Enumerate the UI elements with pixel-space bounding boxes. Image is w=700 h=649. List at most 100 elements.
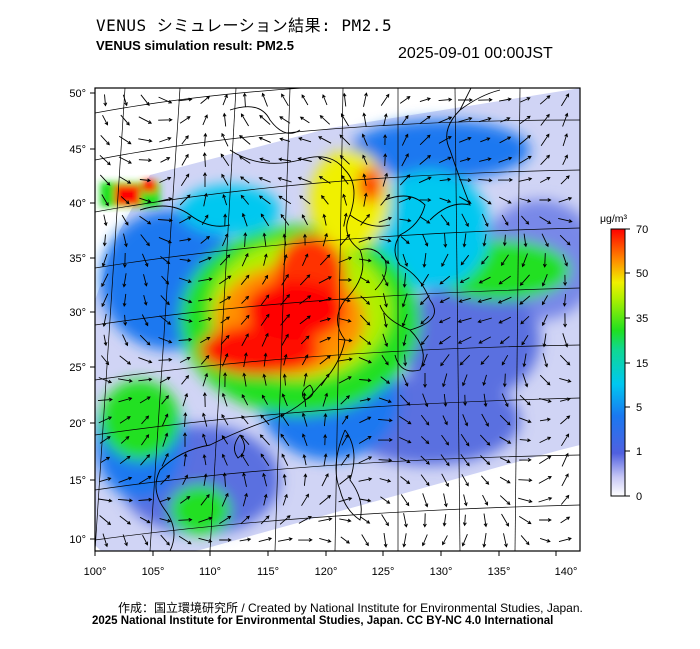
wind-arrow — [338, 376, 352, 384]
wind-arrow — [400, 494, 410, 507]
wind-arrow — [301, 354, 309, 366]
wind-arrow — [240, 434, 250, 445]
wind-arrow — [400, 476, 411, 485]
wind-arrow — [322, 213, 327, 226]
wind-arrow — [139, 516, 151, 524]
wind-arrow — [363, 92, 368, 107]
lon-tick-label: 120° — [315, 566, 338, 578]
wind-arrow — [383, 313, 388, 328]
wind-arrow — [198, 256, 212, 263]
wind-arrow — [99, 515, 112, 526]
wind-arrow — [561, 93, 570, 107]
lat-tick-label: 45° — [69, 144, 86, 156]
wind-arrow — [98, 377, 113, 384]
lat-tick-label: 30° — [69, 307, 86, 319]
wind-arrow — [241, 295, 250, 304]
wind-arrow — [181, 153, 189, 166]
wind-arrow — [299, 315, 311, 325]
wind-arrow — [458, 196, 472, 204]
wind-arrow — [381, 274, 389, 287]
wind-arrow — [482, 374, 487, 387]
wind-arrow — [442, 415, 448, 426]
wind-arrow — [519, 394, 531, 406]
wind-arrow — [200, 95, 211, 104]
wind-arrow — [160, 474, 171, 485]
wind-arrow — [318, 136, 332, 144]
wind-arrow — [280, 293, 290, 306]
latitude-axis: 50° 45° 40° 35° 30° 25° 20° 15° 10° — [69, 88, 95, 546]
wind-arrow — [282, 493, 288, 506]
wind-arrow — [103, 214, 108, 227]
wind-arrow — [240, 515, 250, 525]
wind-arrow — [458, 98, 473, 102]
wind-arrow — [361, 534, 369, 547]
wind-arrow — [518, 478, 533, 483]
wind-arrow — [459, 178, 472, 183]
wind-arrow — [457, 336, 472, 344]
wind-arrow — [159, 518, 172, 523]
wind-arrow — [562, 112, 569, 127]
wind-arrow — [278, 537, 293, 542]
wind-arrow — [521, 335, 529, 346]
wind-arrow — [460, 254, 470, 266]
wind-arrow — [302, 392, 307, 407]
wind-arrow — [478, 276, 491, 284]
wind-arrow — [379, 478, 392, 483]
lat-tick-label: 50° — [69, 88, 86, 100]
wind-arrow — [338, 357, 353, 362]
wind-arrow — [519, 295, 531, 305]
wind-arrow — [340, 395, 350, 405]
wind-arrow — [142, 534, 149, 546]
wind-arrow — [342, 92, 347, 107]
wind-arrow — [422, 513, 427, 528]
wind-arrow — [459, 157, 471, 162]
wind-arrow — [480, 455, 491, 466]
wind-arrow — [520, 315, 530, 325]
wind-arrow — [339, 318, 352, 323]
wind-arrow — [179, 116, 191, 124]
wind-arrow — [118, 397, 133, 403]
wind-arrow — [562, 294, 567, 307]
colorbar-tick-label: 1 — [636, 446, 642, 458]
wind-arrow — [458, 297, 471, 303]
wind-arrow — [340, 536, 350, 544]
wind-arrow — [242, 92, 247, 107]
wind-arrow — [519, 438, 532, 443]
wind-arrow — [477, 297, 492, 304]
wind-arrow — [382, 172, 389, 187]
wind-arrow — [239, 135, 251, 145]
wind-arrow — [419, 115, 431, 125]
wind-arrow — [278, 157, 292, 162]
wind-arrow — [183, 432, 187, 447]
wind-arrow — [519, 274, 530, 286]
wind-arrow — [101, 293, 109, 308]
wind-arrow — [180, 496, 191, 504]
wind-arrow — [443, 232, 448, 248]
wind-arrow — [561, 433, 570, 447]
wind-arrow — [220, 316, 231, 324]
wind-arrow — [560, 415, 571, 425]
wind-arrow — [562, 133, 568, 147]
wind-arrow — [503, 533, 508, 548]
wind-arrow — [501, 393, 509, 408]
wind-arrow — [322, 232, 328, 247]
wind-arrow — [559, 354, 571, 366]
wind-arrow — [378, 418, 393, 423]
wind-arrow — [481, 255, 489, 265]
wind-arrow — [383, 134, 387, 146]
wind-arrow — [538, 397, 552, 403]
wind-arrow — [282, 473, 287, 486]
wind-arrow — [399, 394, 411, 406]
wind-arrow — [439, 156, 452, 164]
wind-arrow — [398, 415, 412, 425]
wind-arrow — [497, 178, 513, 182]
wind-arrow — [340, 453, 350, 466]
wind-arrow — [158, 236, 172, 244]
wind-arrow — [318, 175, 331, 184]
wind-arrow — [362, 154, 368, 165]
wind-arrow — [463, 494, 468, 507]
wind-arrow — [160, 534, 170, 546]
wind-arrow — [419, 134, 431, 146]
wind-arrow — [201, 214, 209, 226]
